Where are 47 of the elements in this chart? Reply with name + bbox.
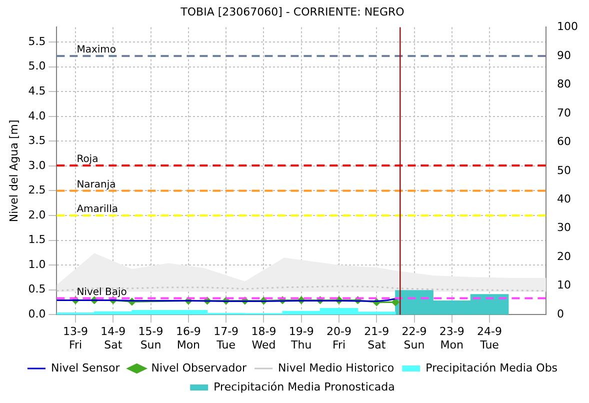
- ref-line-label: Amarilla: [76, 204, 118, 216]
- y-tick-label: 2.5: [28, 184, 46, 197]
- legend-label: Nivel Sensor: [50, 361, 120, 374]
- y2-tick-label: 0: [557, 307, 564, 320]
- y-tick-label: 5.0: [28, 60, 46, 73]
- y-tick-label: 4.5: [28, 84, 46, 98]
- legend-label: Nivel Observador: [151, 361, 248, 374]
- x-tick-label: 14-9 Sat: [100, 325, 126, 352]
- y2-tick-label: 40: [557, 192, 572, 206]
- y-tick-label: 1.5: [28, 233, 46, 246]
- x-tick-label: 23-9 Mon: [439, 325, 464, 352]
- y-tick-label: 0.5: [28, 282, 46, 296]
- ref-line-label: Nivel Bajo: [76, 286, 127, 298]
- y-tick-label: 3.0: [28, 158, 46, 172]
- x-tick-label: 19-9 Thu: [288, 325, 314, 352]
- x-tick-label: 18-9 Wed: [251, 325, 276, 352]
- y2-tick-label: 70: [557, 106, 572, 120]
- y-tick-label: 0.0: [28, 307, 46, 320]
- y2-tick-label: 20: [557, 250, 572, 263]
- legend-label: Nivel Medio Historico: [278, 361, 394, 374]
- legend-label: Precipitación Media Pronosticada: [214, 380, 395, 394]
- y-tick-label: 2.0: [28, 208, 46, 222]
- x-tick-label: 13-9 Fri: [63, 325, 88, 352]
- chart-title: TOBIA [23067060] - CORRIENTE: NEGRO: [180, 5, 405, 18]
- y2-tick-label: 60: [557, 135, 572, 148]
- y-tick-label: 4.0: [28, 109, 46, 122]
- ref-line-label: Roja: [76, 154, 98, 166]
- y2-tick-label: 10: [557, 278, 572, 292]
- y-tick-label: 1.0: [28, 258, 46, 271]
- ref-line-label: Maximo: [76, 44, 116, 56]
- y2-tick-label: 90: [557, 48, 572, 62]
- x-tick-label: 21-9 Sat: [364, 325, 390, 352]
- y2-tick-label: 80: [557, 78, 572, 91]
- y2-tick-label: 30: [557, 221, 572, 234]
- x-tick-label: 15-9 Sun: [138, 325, 164, 352]
- x-tick-label: 20-9 Fri: [326, 325, 352, 352]
- x-tick-label: 16-9 Mon: [176, 325, 201, 352]
- legend-label: Precipitación Media Obs: [426, 361, 558, 374]
- x-tick-label: 24-9 Tue: [477, 325, 502, 352]
- ref-line-label: Naranja: [76, 179, 116, 190]
- y2-tick-label: 50: [557, 164, 572, 177]
- y-axis-title: Nivel del Agua [m]: [7, 120, 20, 222]
- x-tick-label: 22-9 Sun: [402, 325, 427, 352]
- y-tick-label: 5.5: [28, 34, 46, 48]
- y-tick-label: 3.5: [28, 134, 46, 148]
- y2-tick-label: 100: [557, 20, 578, 34]
- x-tick-label: 17-9 Tue: [214, 325, 239, 352]
